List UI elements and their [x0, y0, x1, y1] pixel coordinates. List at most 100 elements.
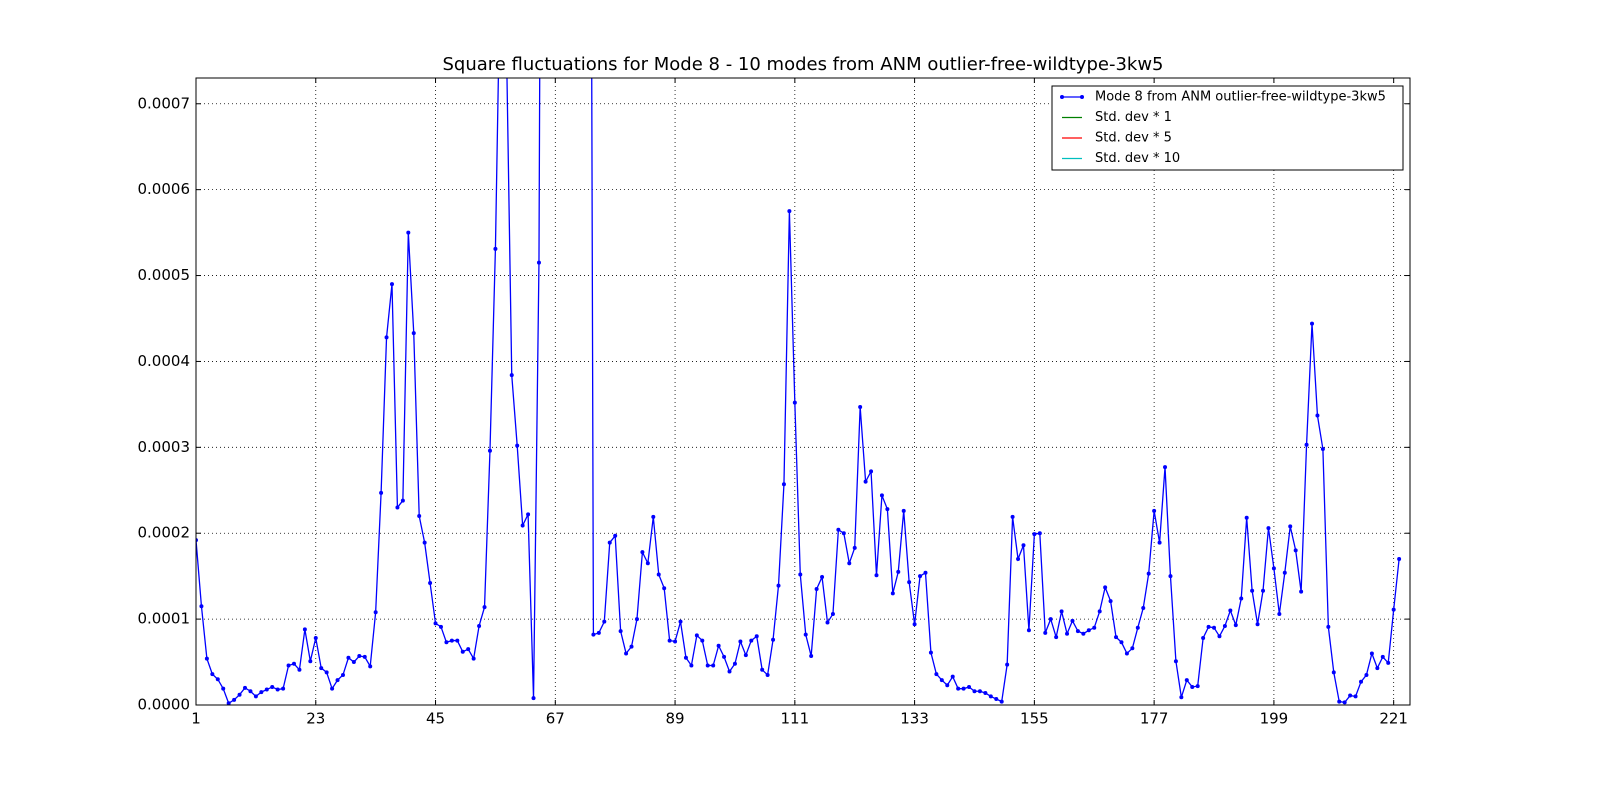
data-point [983, 690, 988, 695]
y-tick-label: 0.0006 [138, 180, 191, 198]
y-tick-label: 0.0003 [138, 438, 191, 456]
data-point [1326, 624, 1331, 629]
data-point [1299, 589, 1304, 594]
data-point [1239, 596, 1244, 601]
data-point [515, 443, 520, 448]
data-point [1037, 531, 1042, 536]
data-point [368, 664, 373, 669]
data-point [890, 591, 895, 596]
data-point [776, 583, 781, 588]
data-point [308, 659, 313, 664]
y-tick-label: 0.0007 [138, 94, 191, 112]
data-point [613, 533, 618, 538]
ticks: 1 23 45 67 89 111 133 155 177 199 221 0.0000 0.0001 0… [138, 78, 1410, 728]
data-point [923, 570, 928, 575]
y-tick-label: 0.0002 [138, 524, 191, 542]
x-tick-label: 45 [426, 710, 445, 728]
data-point [1081, 631, 1086, 636]
data-point [357, 654, 362, 659]
data-point [869, 469, 874, 474]
data-point [509, 373, 514, 378]
data-point [967, 684, 972, 689]
data-point [792, 400, 797, 405]
data-point [1320, 447, 1325, 452]
data-point [1244, 515, 1249, 520]
data-point [1152, 508, 1157, 513]
data-point [379, 490, 384, 495]
data-point [281, 686, 286, 691]
data-point [1195, 684, 1200, 689]
data-point [896, 569, 901, 574]
data-point [694, 633, 699, 638]
data-point [1217, 634, 1222, 639]
data-point [1103, 585, 1108, 590]
data-point [879, 493, 884, 498]
data-point [471, 656, 476, 661]
data-point [1010, 514, 1015, 519]
data-point [487, 448, 492, 453]
data-point [346, 655, 351, 660]
data-point [673, 639, 678, 644]
data-point [1288, 524, 1293, 529]
data-point [1228, 608, 1233, 613]
data-point [1391, 607, 1396, 612]
data-point [1119, 640, 1124, 645]
data-point [1016, 556, 1021, 561]
data-point [221, 686, 226, 691]
data-point [215, 677, 220, 682]
data-point [1048, 617, 1053, 622]
data-point [248, 689, 253, 694]
data-point [1293, 548, 1298, 553]
data-point [749, 638, 754, 643]
data-point [199, 604, 204, 609]
data-point [836, 527, 841, 532]
y-tick-label: 0.0004 [138, 352, 191, 370]
data-point [820, 575, 825, 580]
chart-title: Square fluctuations for Mode 8 - 10 mode… [442, 54, 1163, 75]
legend-label: Std. dev * 10 [1095, 151, 1180, 166]
data-point [1054, 635, 1059, 640]
data-point [1032, 532, 1037, 537]
data-point [760, 667, 765, 672]
x-tick-label: 23 [306, 710, 325, 728]
data-point [1266, 526, 1271, 531]
data-point [466, 647, 471, 652]
data-point [520, 523, 525, 528]
data-point [531, 696, 536, 701]
data-point [1282, 570, 1287, 575]
data-point [449, 638, 454, 643]
data-point [1086, 628, 1091, 633]
data-point [1168, 574, 1173, 579]
data-point [1184, 678, 1189, 683]
data-point [988, 694, 993, 699]
data-point [814, 587, 819, 592]
data-point [232, 697, 237, 702]
data-point [1353, 694, 1358, 699]
data-point [1380, 654, 1385, 659]
plot-frame [195, 77, 1411, 706]
data-point [438, 624, 443, 629]
data-point [1222, 623, 1227, 628]
data-point [264, 687, 269, 692]
data-point [313, 636, 318, 641]
data-point [934, 672, 939, 677]
data-point [972, 689, 977, 694]
legend-marker [1080, 95, 1084, 99]
legend-marker [1060, 95, 1064, 99]
data-point [1026, 628, 1031, 633]
data-point [428, 581, 433, 586]
data-point [526, 512, 531, 517]
y-tick-label: 0.0001 [138, 610, 191, 628]
data-point [901, 508, 906, 513]
data-point [460, 649, 465, 654]
data-point [939, 678, 944, 683]
data-point [667, 638, 672, 643]
data-point [1097, 609, 1102, 614]
data-point [1114, 635, 1119, 640]
data-point [286, 663, 291, 668]
data-point [210, 672, 215, 677]
y-tick-label: 0.0000 [138, 696, 191, 714]
data-point [602, 619, 607, 624]
x-tick-label: 177 [1140, 710, 1169, 728]
